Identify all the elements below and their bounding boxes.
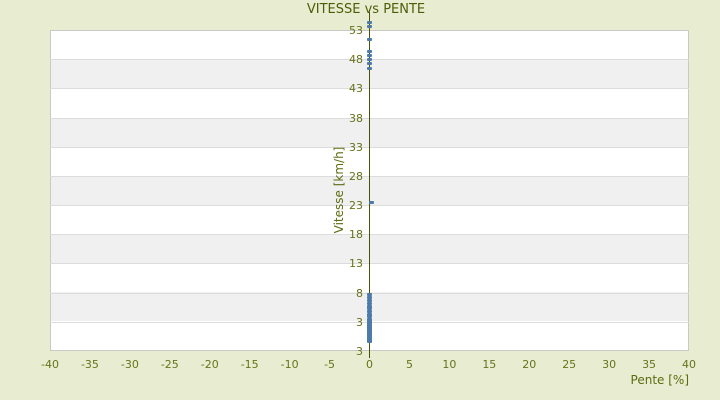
data-point — [366, 67, 372, 71]
data-point — [366, 20, 372, 24]
x-tick-label: -20 — [200, 358, 219, 371]
x-tick-label: 20 — [522, 358, 537, 371]
y-tick-label: 23 — [349, 199, 363, 213]
chart-title: VITESSE vs PENTE — [306, 2, 426, 17]
y-tick-label: 48 — [349, 53, 363, 67]
x-tick-label: -35 — [80, 358, 99, 371]
y-tick-label: 18 — [349, 228, 363, 242]
y-tick-label: 33 — [349, 140, 363, 154]
x-tick-label: 40 — [682, 358, 696, 371]
y-tick-label: 13 — [349, 257, 363, 271]
y-tick-label: 3 — [356, 315, 363, 329]
data-point — [368, 201, 374, 205]
data-point — [367, 310, 373, 314]
data-point — [366, 53, 372, 57]
y-tick-label: 53 — [349, 24, 363, 37]
x-tick-label: -40 — [41, 358, 59, 371]
x-tick-label: -15 — [240, 358, 259, 371]
data-point — [366, 292, 372, 296]
y-axis-zero-line — [369, 12, 370, 358]
data-point — [366, 62, 372, 66]
x-tick-label: 10 — [442, 358, 457, 371]
y-axis-title: Vitesse [km/h] — [332, 146, 346, 234]
x-tick-label: 30 — [602, 358, 617, 371]
x-tick-label: -25 — [160, 358, 179, 371]
x-tick-label: -10 — [280, 358, 299, 371]
x-tick-label: -30 — [120, 358, 139, 371]
data-point — [366, 301, 372, 305]
x-axis-title: Pente [%] — [630, 373, 689, 387]
data-point — [366, 339, 372, 343]
x-tick-label: 25 — [562, 358, 577, 371]
data-point — [366, 312, 372, 316]
x-tick-label: 0 — [366, 358, 373, 371]
data-point — [367, 50, 373, 54]
data-point — [366, 307, 372, 311]
data-point — [366, 24, 372, 28]
y-tick-label: 43 — [349, 82, 363, 96]
x-tick-label: 15 — [482, 358, 497, 371]
x-tick-label: 35 — [642, 358, 657, 371]
y-tick-label: 3 — [356, 345, 363, 358]
data-point — [366, 295, 372, 299]
y-tick-label: 8 — [356, 286, 363, 300]
data-point — [366, 317, 372, 321]
data-point — [367, 57, 373, 61]
y-tick-label: 28 — [349, 169, 363, 183]
x-tick-label: -5 — [324, 358, 336, 371]
data-point — [366, 298, 372, 302]
y-tick-label: 38 — [349, 111, 363, 125]
data-point — [366, 315, 372, 319]
data-point — [366, 37, 372, 41]
x-tick-label: 5 — [405, 358, 413, 371]
data-point — [366, 304, 372, 308]
